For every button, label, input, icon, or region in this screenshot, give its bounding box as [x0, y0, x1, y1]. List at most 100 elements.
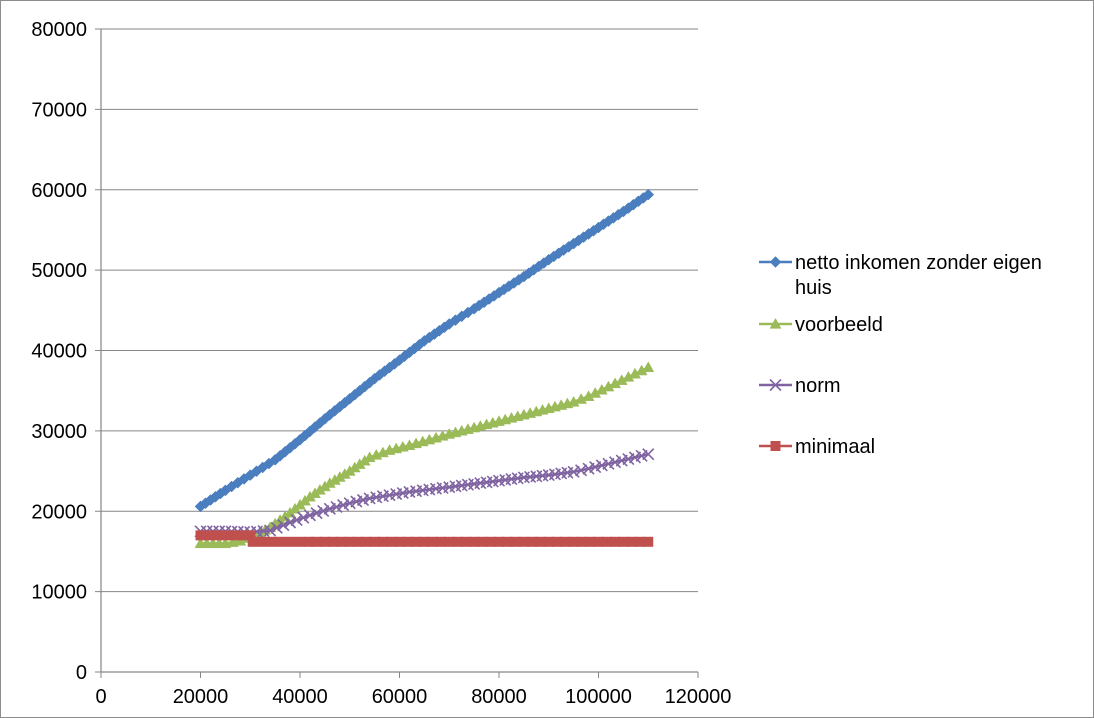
y-tick-label: 60000	[31, 180, 87, 202]
legend-label: netto inkomen zonder eigen	[795, 252, 1042, 274]
data-point	[485, 536, 496, 547]
gridlines	[101, 28, 698, 593]
data-point	[560, 536, 571, 547]
data-point	[336, 536, 347, 547]
data-point	[317, 504, 330, 518]
data-point	[618, 536, 629, 547]
data-point	[285, 536, 296, 547]
series-norm	[194, 448, 655, 539]
legend-label: minimaal	[795, 436, 875, 458]
y-tick-label: 0	[76, 662, 87, 684]
data-point	[469, 536, 480, 547]
data-point	[444, 536, 455, 547]
data-point	[266, 536, 277, 547]
data-point	[386, 536, 397, 547]
y-tick-label: 30000	[31, 421, 87, 443]
data-point	[642, 188, 655, 201]
data-point	[270, 521, 283, 534]
legend-item: norm	[759, 375, 841, 397]
data-point	[337, 499, 350, 512]
y-tick-label: 20000	[31, 501, 87, 523]
data-point	[634, 536, 645, 547]
data-point	[477, 536, 488, 547]
data-point	[435, 536, 446, 547]
data-point	[626, 536, 637, 547]
legend-marker	[769, 378, 782, 392]
data-point	[518, 536, 529, 547]
legend-label: voorbeeld	[795, 314, 883, 336]
y-tick-label: 50000	[31, 260, 87, 282]
y-tick-label: 40000	[31, 341, 87, 363]
data-point	[283, 516, 297, 529]
data-point	[245, 530, 256, 541]
data-point	[220, 530, 231, 541]
x-tick-label: 20000	[173, 686, 229, 708]
data-point	[642, 361, 655, 373]
legend-marker	[769, 256, 782, 268]
data-point	[344, 536, 355, 547]
data-point	[277, 519, 290, 532]
legend-item: netto inkomen zonder eigen huis	[759, 252, 1042, 299]
data-point	[361, 536, 372, 547]
data-point	[552, 536, 563, 547]
data-point	[330, 500, 343, 514]
data-point	[228, 530, 239, 541]
series-minimaal	[195, 530, 654, 547]
y-tick-label: 10000	[31, 582, 87, 604]
data-point	[353, 536, 364, 547]
y-tick-label: 80000	[31, 19, 87, 41]
data-point	[290, 514, 303, 527]
data-point	[212, 530, 223, 541]
data-point	[452, 536, 463, 547]
data-point	[610, 536, 621, 547]
data-point	[377, 536, 388, 547]
x-tick-label: 120000	[665, 686, 732, 708]
x-tick-label: 80000	[471, 686, 527, 708]
data-point	[319, 536, 330, 547]
data-point	[203, 530, 214, 541]
data-point	[575, 464, 588, 477]
data-point	[543, 536, 554, 547]
data-point	[295, 536, 305, 547]
data-point	[585, 536, 596, 547]
series-voorbeeld	[194, 361, 655, 549]
data-point	[575, 393, 588, 404]
data-point	[502, 536, 513, 547]
axes	[95, 28, 699, 678]
legend-item: minimaal	[759, 436, 875, 458]
legend-marker	[769, 317, 782, 329]
data-point	[264, 524, 277, 537]
data-point	[276, 536, 287, 547]
data-point	[369, 536, 380, 547]
legend: netto inkomen zonder eigen huis voorbeeld n…	[759, 252, 1042, 458]
legend-item: voorbeeld	[759, 314, 883, 336]
data-point	[402, 536, 413, 547]
data-point	[411, 536, 422, 547]
data-point	[303, 536, 314, 547]
data-point	[593, 536, 604, 547]
data-point	[394, 536, 405, 547]
data-point	[510, 536, 521, 547]
data-point	[643, 536, 654, 547]
data-point	[328, 536, 339, 547]
data-point	[527, 536, 538, 547]
y-axis-tick-labels: 0 10000 20000 30000 40000 50000 60000 70000 8000…	[31, 19, 87, 684]
series-netto-inkomen-zonder-eigen-huis	[194, 188, 655, 513]
series-layer	[194, 188, 655, 549]
data-point	[567, 465, 580, 478]
data-point	[601, 536, 612, 547]
data-point	[323, 502, 336, 515]
data-point	[568, 536, 579, 547]
x-tick-label: 60000	[372, 686, 428, 708]
data-point	[234, 534, 247, 546]
x-axis-tick-labels: 0 20000 40000 60000 80000 100000 120000	[95, 686, 731, 708]
data-point	[257, 536, 268, 547]
legend-marker	[770, 441, 781, 451]
data-point	[576, 536, 587, 547]
data-point	[297, 511, 310, 524]
data-point	[311, 536, 322, 547]
data-point	[247, 536, 258, 547]
x-tick-label: 100000	[565, 686, 632, 708]
